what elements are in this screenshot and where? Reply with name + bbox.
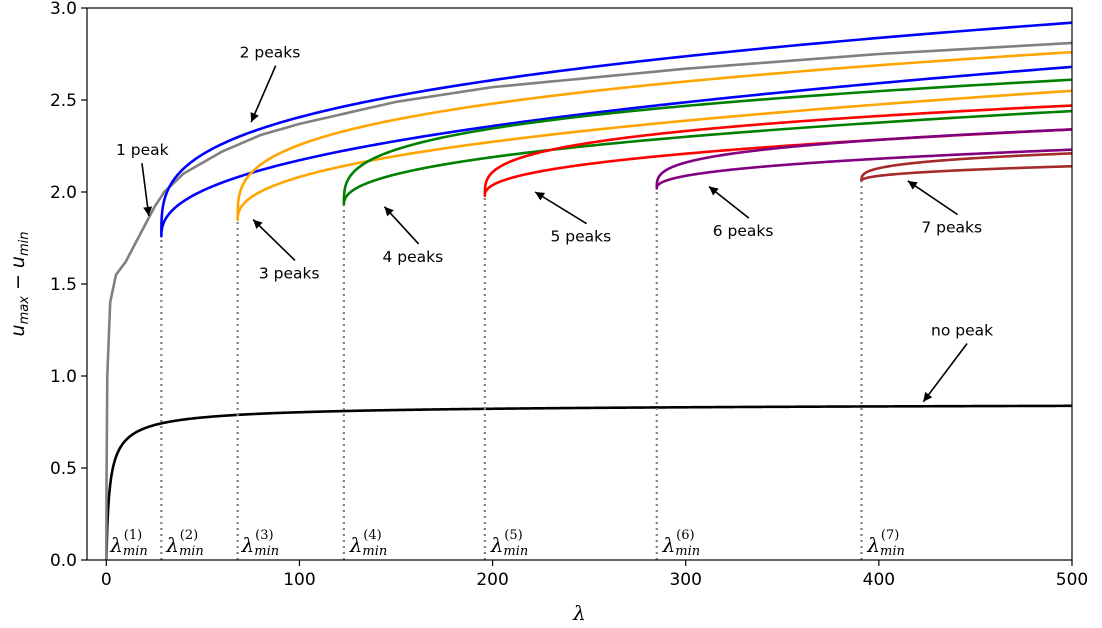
y-tick-label: 1.5 <box>50 275 77 295</box>
annotation-arrow-5 <box>534 191 588 225</box>
series-2-peaks <box>160 21 1072 238</box>
series-5-peaks <box>483 104 1072 197</box>
x-axis-label: λ <box>572 601 586 625</box>
plot-frame <box>86 7 1073 561</box>
y-axis-label: umax − umin <box>7 232 32 337</box>
annotation-arrow-8 <box>922 343 968 403</box>
series-no-peak <box>105 404 1072 560</box>
annotation-arrow-2 <box>250 65 277 123</box>
annotation-label-6: 6 peaks <box>713 222 774 240</box>
lambda-min-label-5: λmin(5) <box>490 528 529 559</box>
x-tick-label: 100 <box>283 570 315 590</box>
x-tick-label: 0 <box>101 570 112 590</box>
annotation-label-5: 5 peaks <box>551 228 612 246</box>
lambda-min-guides <box>160 180 863 560</box>
x-tick-label: 500 <box>1056 570 1088 590</box>
lambda-min-label-2: λmin(2) <box>165 528 204 559</box>
annotation-arrow-7 <box>907 180 958 216</box>
y-tick-label: 0.0 <box>50 551 77 571</box>
annotations-layer: 1 peak 2 peaks 3 peaks 4 peaks 5 peaks 6 peak… <box>116 44 993 403</box>
series-3-peaks <box>236 50 1072 221</box>
y-tick-label: 1.0 <box>50 367 77 387</box>
annotation-label-8: no peak <box>931 322 993 340</box>
lambda-min-label-3: λmin(3) <box>241 528 280 559</box>
annotation-arrow-4 <box>383 206 420 245</box>
y-tick-label: 2.5 <box>50 91 77 111</box>
curves-layer <box>105 21 1072 560</box>
annotation-arrow-3 <box>252 219 296 262</box>
lambda-min-label-6: λmin(6) <box>662 528 701 559</box>
annotation-label-1: 1 peak <box>116 141 169 159</box>
x-tick-label: 200 <box>476 570 508 590</box>
annotation-label-2: 2 peaks <box>240 44 301 62</box>
y-tick-label: 0.5 <box>50 459 77 479</box>
series-1-peak <box>105 41 1072 560</box>
annotation-label-3: 3 peaks <box>259 264 320 282</box>
x-tick-label: 300 <box>669 570 701 590</box>
annotation-arrow-1 <box>141 163 153 217</box>
series-7-peaks <box>860 152 1072 183</box>
annotation-arrow-6 <box>708 185 750 219</box>
x-tick-label: 400 <box>863 570 895 590</box>
lambda-min-label-7: λmin(7) <box>866 528 905 559</box>
series-6-peaks <box>655 128 1072 190</box>
lambda-min-label-1: λmin(1) <box>109 528 148 559</box>
annotation-label-7: 7 peaks <box>921 218 982 236</box>
y-tick-label: 2.0 <box>50 183 77 203</box>
axis-ticks: 0 100 200 300 400 500 0.0 0.5 1.0 1.5 2.0 2.5 3.0 <box>50 0 1088 590</box>
annotation-label-4: 4 peaks <box>383 248 444 266</box>
lambda-min-labels: λmin(1) λmin(2) λmin(3) λmin(4) λmin(5) λmin(… <box>109 528 905 559</box>
y-tick-label: 3.0 <box>50 0 77 19</box>
lambda-min-label-4: λmin(4) <box>349 528 388 559</box>
